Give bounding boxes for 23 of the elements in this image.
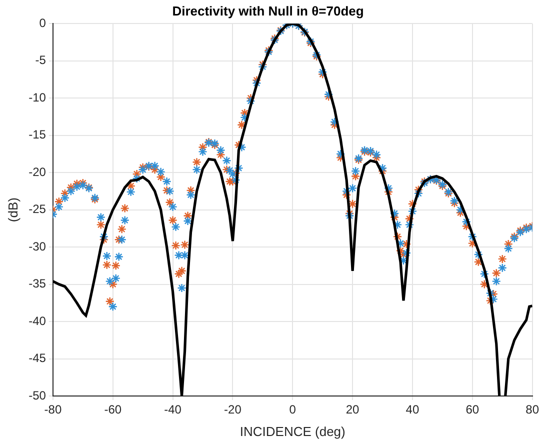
y-tick-label: -15 (28, 128, 46, 142)
chart-title: Directivity with Null in θ=70deg (172, 3, 364, 18)
y-axis-title: (dB) (5, 198, 20, 222)
y-tick-label: 0 (39, 16, 46, 30)
y-tick-label: -30 (28, 239, 46, 254)
y-tick-label: -5 (35, 53, 46, 68)
y-tick-label: -20 (28, 164, 46, 179)
y-tick-label: -45 (28, 351, 46, 366)
x-tick-label: -20 (224, 402, 242, 417)
y-tick-label: -50 (28, 388, 46, 402)
x-tick-label: -80 (44, 402, 62, 417)
x-tick-label: -60 (104, 402, 122, 417)
x-tick-label: 20 (346, 402, 360, 417)
x-tick-label: 80 (526, 402, 540, 417)
x-tick-label: 40 (406, 402, 420, 417)
x-tick-label: -40 (164, 402, 182, 417)
x-tick-label: 0 (289, 402, 296, 417)
x-tick-label: 60 (466, 402, 480, 417)
y-tick-label: -35 (28, 276, 46, 291)
x-axis-title: INCIDENCE (deg) (240, 424, 346, 439)
y-tick-label: -25 (28, 202, 46, 216)
y-tick-label: -40 (28, 314, 46, 328)
y-tick-label: -10 (28, 90, 46, 104)
